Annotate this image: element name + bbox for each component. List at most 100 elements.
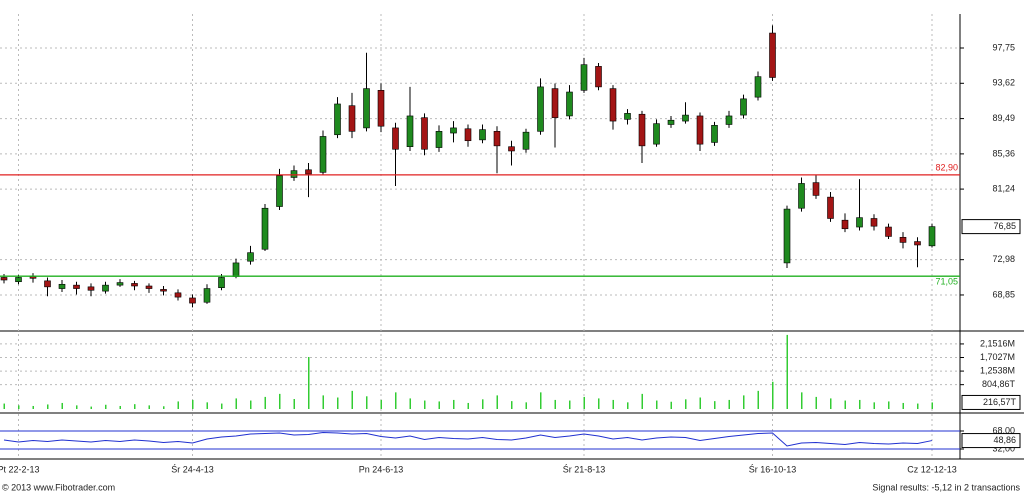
signal-results: Signal results: -5,12 in 2 transactions <box>872 482 1020 492</box>
candle-body <box>363 88 370 129</box>
volume-bar <box>554 399 556 409</box>
candle-body <box>928 226 936 247</box>
candle-body <box>29 276 37 279</box>
candle-body <box>73 284 80 289</box>
volume-bar <box>322 395 324 409</box>
candle-body <box>377 90 385 127</box>
candle-body <box>305 169 312 175</box>
candle-body <box>609 88 617 122</box>
candle-body <box>653 123 660 145</box>
candle-body <box>682 114 689 122</box>
volume-bar <box>830 398 832 409</box>
x-tick-label: Śr 16-10-13 <box>749 463 797 474</box>
candle-body <box>319 136 327 173</box>
volume-bar <box>453 399 455 409</box>
volume-bar <box>627 402 629 409</box>
candle-body <box>87 286 95 291</box>
volume-bar <box>786 334 788 409</box>
candle-body <box>189 297 196 304</box>
volume-bar <box>148 405 150 409</box>
volume-bar <box>293 399 295 409</box>
candle-body <box>914 241 921 246</box>
candle-body <box>232 262 240 277</box>
volume-bar <box>32 405 34 409</box>
volume-bar <box>279 393 281 409</box>
volume-bar <box>163 406 165 409</box>
last-value: 76,85 <box>993 221 1016 231</box>
x-tick-label: Śr 24-4-13 <box>171 463 214 474</box>
volume-bar <box>569 400 571 409</box>
y-tick-label: 1,7027M <box>980 352 1015 362</box>
candle-body <box>798 183 805 209</box>
candle-body <box>769 32 776 78</box>
volume-bar <box>540 392 542 409</box>
candle-body <box>392 127 399 150</box>
candle-body <box>696 115 704 145</box>
volume-bar <box>641 393 643 409</box>
y-tick-label: 68,00 <box>992 425 1015 435</box>
volume-bar <box>76 405 78 409</box>
volume-bar <box>235 398 237 409</box>
candle-body <box>841 219 849 230</box>
volume-bar <box>511 401 513 409</box>
candle-body <box>899 236 907 243</box>
y-tick-label: 68,85 <box>992 289 1015 299</box>
volume-bar <box>250 400 252 409</box>
volume-bar <box>337 397 339 409</box>
level-label: 71,05 <box>935 277 958 287</box>
candle-body <box>711 125 718 143</box>
last-value-box <box>961 394 1021 410</box>
volume-bar <box>685 399 687 409</box>
volume-bar <box>714 401 716 409</box>
y-tick-label: 81,24 <box>992 183 1015 193</box>
candle-body <box>203 288 211 303</box>
candle-body <box>725 115 733 125</box>
volume-bar <box>917 403 919 409</box>
volume-bar <box>844 400 846 409</box>
candle-body <box>754 76 762 98</box>
y-tick-label: 32,00 <box>992 443 1015 453</box>
volume-bar <box>3 403 5 409</box>
volume-bar <box>61 402 63 409</box>
candle-body <box>624 113 631 120</box>
volume-bar <box>670 401 672 409</box>
volume-bar <box>467 402 469 409</box>
candle-body <box>827 196 834 219</box>
volume-bar <box>699 397 701 409</box>
candle-body <box>493 131 501 147</box>
last-value-box <box>961 433 1021 449</box>
candle-body <box>247 252 254 262</box>
candle-body <box>58 283 66 289</box>
volume-bar <box>264 396 266 409</box>
y-tick-label: 72,98 <box>992 254 1015 264</box>
volume-bar <box>221 403 223 409</box>
volume-bar <box>801 392 803 409</box>
candle-body <box>638 113 646 147</box>
volume-bar <box>859 399 861 409</box>
candle-body <box>145 285 153 289</box>
candle-body <box>566 91 573 117</box>
x-tick-label: Pt 22-2-13 <box>0 464 40 474</box>
candle-body <box>160 289 167 292</box>
candle-body <box>783 208 791 264</box>
y-tick-label: 93,62 <box>992 78 1015 88</box>
candle-body <box>334 103 341 136</box>
candle-body <box>812 182 820 196</box>
candle-body <box>435 131 443 148</box>
candle-body <box>595 66 602 88</box>
candle-body <box>740 98 747 116</box>
candle-body <box>116 282 124 286</box>
volume-bar <box>757 390 759 409</box>
volume-bar <box>772 381 774 409</box>
volume-bar <box>18 405 20 409</box>
volume-bar <box>424 400 426 409</box>
volume-bar <box>395 392 397 409</box>
volume-bar <box>119 405 121 409</box>
volume-bar <box>134 404 136 409</box>
candle-body <box>508 146 515 152</box>
volume-bar <box>902 402 904 409</box>
last-value: 216,57T <box>983 397 1017 407</box>
candle-body <box>102 284 109 292</box>
candle-body <box>479 129 486 141</box>
